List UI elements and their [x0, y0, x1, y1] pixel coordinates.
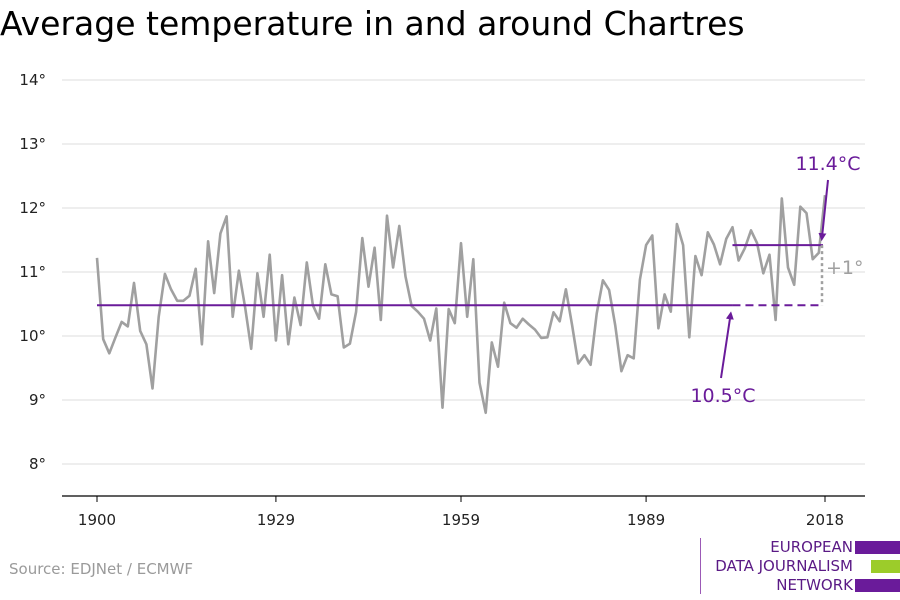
logo-line-2: DATA JOURNALISM [715, 557, 853, 575]
logo-bar-2 [871, 560, 900, 573]
baseline-label: 10.5°C [690, 385, 755, 407]
x-tick-label: 1989 [627, 511, 665, 529]
baseline-arrow [720, 311, 734, 379]
y-tick-label: 13° [19, 135, 46, 153]
x-tick-label: 1900 [78, 511, 116, 529]
logo-bar-3 [855, 579, 900, 592]
delta-label: +1° [826, 257, 864, 279]
x-axis: 1900 1929 1959 1989 2018 [62, 495, 865, 529]
reference-lines [97, 244, 824, 307]
y-tick-label: 14° [19, 71, 46, 89]
y-tick-label: 12° [19, 199, 46, 217]
x-tick-label: 1929 [257, 511, 295, 529]
source-note: Source: EDJNet / ECMWF [9, 560, 194, 578]
y-tick-label: 11° [19, 263, 46, 281]
series-layer [95, 195, 827, 415]
y-tick-label: 9° [29, 391, 46, 409]
temperature-series-line [95, 195, 827, 415]
logo-line-3: NETWORK [776, 576, 853, 594]
y-tick-label: 8° [29, 455, 46, 473]
recent-arrow [818, 179, 829, 242]
y-axis-ticks: 8° 9° 10° 11° 12° 13° 14° [19, 71, 46, 473]
logo-line-1: EUROPEAN [770, 538, 853, 556]
y-tick-label: 10° [19, 327, 46, 345]
edjnet-logo[interactable]: EUROPEAN DATA JOURNALISM NETWORK [700, 538, 900, 594]
annotations: 10.5°C 11.4°C +1° [690, 153, 863, 407]
x-tick-label: 1959 [442, 511, 480, 529]
logo-bar-1 [855, 541, 900, 554]
x-tick-label: 2018 [806, 511, 844, 529]
chart-title: Average temperature in and around Chartr… [0, 4, 745, 43]
recent-label: 11.4°C [795, 153, 860, 175]
